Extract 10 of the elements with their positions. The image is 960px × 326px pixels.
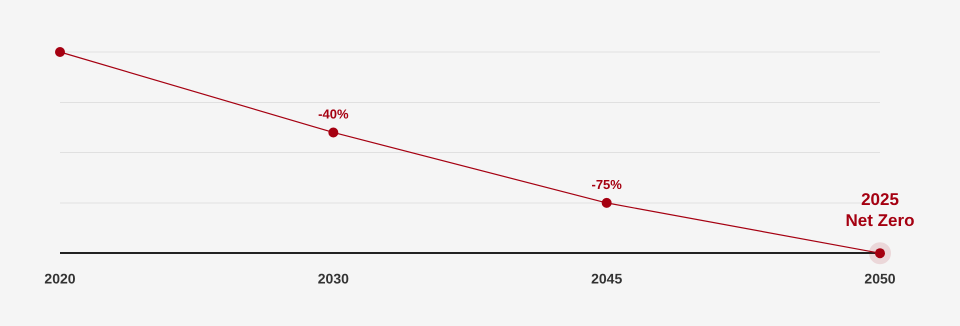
point: [328, 127, 338, 138]
data-label: -75%: [591, 176, 622, 192]
data-label: -40%: [318, 106, 349, 122]
x-tick-label: 2020: [44, 270, 76, 286]
point: [602, 198, 612, 208]
x-tick-label: 2045: [591, 270, 622, 286]
annotation: 2025 Net Zero: [846, 190, 914, 230]
x-tick-label: 2050: [864, 270, 896, 286]
x-tick-label: 2030: [318, 270, 350, 286]
point: [55, 47, 65, 57]
